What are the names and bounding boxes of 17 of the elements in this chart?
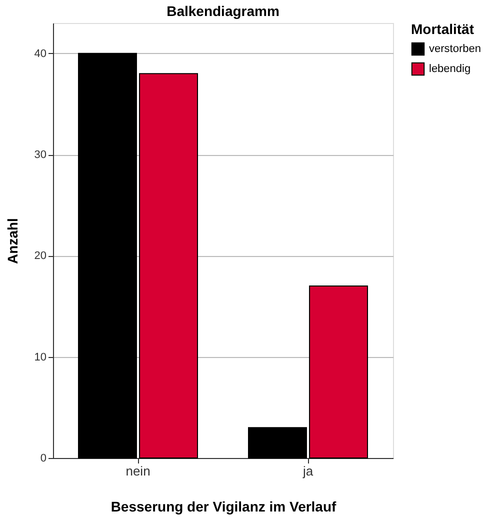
x-axis-title: Besserung der Vigilanz im Verlauf [110,498,337,514]
x-tick-label: nein [126,464,150,478]
bar [309,286,368,458]
bar [139,73,198,458]
legend-label: lebendig [429,63,471,75]
bar [78,52,137,458]
chart-title: Balkendiagramm [166,3,280,19]
legend-label: verstorben [429,43,481,55]
bar [248,427,307,458]
y-tick-label: 30 [34,149,46,162]
y-tick-label: 0 [40,452,46,464]
legend-title: Mortalität [411,21,474,37]
x-tick-label: ja [302,464,314,478]
y-tick-label: 40 [34,48,46,60]
y-tick-label: 10 [34,351,46,364]
y-tick-label: 20 [34,250,46,262]
y-axis-title: Anzahl [4,218,20,264]
